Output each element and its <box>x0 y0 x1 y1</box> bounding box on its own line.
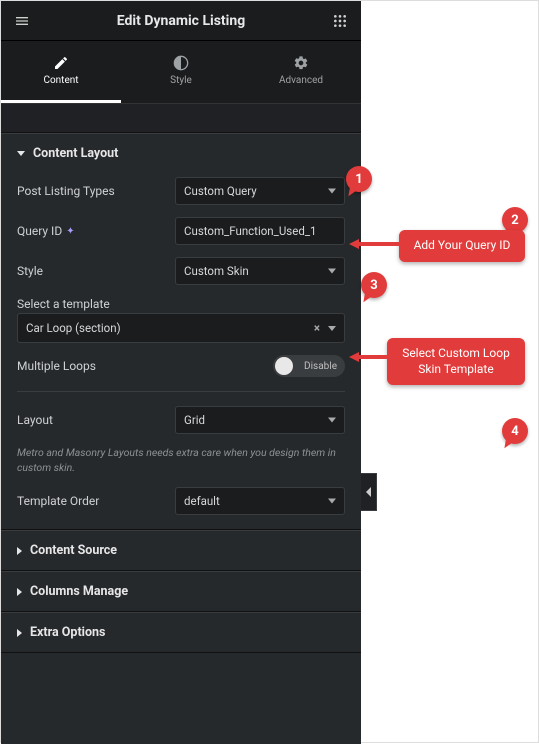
spacer <box>1 103 361 133</box>
toggle-multiple-loops[interactable]: Disable <box>273 355 345 377</box>
row-template-order: Template Order default <box>17 487 345 515</box>
row-multiple-loops: Multiple Loops Disable <box>17 355 345 377</box>
section-toggle-extra-options[interactable]: Extra Options <box>1 613 361 652</box>
section-title: Content Source <box>30 543 117 558</box>
section-toggle-content-source[interactable]: Content Source <box>1 531 361 570</box>
section-toggle-content-layout[interactable]: Content Layout <box>1 134 361 173</box>
callout-query-id: Add Your Query ID <box>399 230 525 262</box>
section-title: Columns Manage <box>30 584 128 599</box>
contrast-icon <box>173 55 189 71</box>
caret-right-icon <box>17 629 22 637</box>
chevron-down-icon <box>328 418 336 423</box>
annotation-badge-3: 3 <box>361 272 387 298</box>
tab-label: Content <box>43 75 78 86</box>
label-select-template: Select a template <box>17 297 345 313</box>
editor-panel: Edit Dynamic Listing Content Style Advan… <box>1 1 361 744</box>
input-value: Custom_Function_Used_1 <box>184 224 316 238</box>
section-extra-options: Extra Options <box>1 612 361 653</box>
section-content-layout: Content Layout Post Listing Types Custom… <box>1 133 361 530</box>
tab-advanced[interactable]: Advanced <box>241 41 361 103</box>
label-query-id: Query ID ✦ <box>17 224 167 238</box>
row-style: Style Custom Skin <box>17 257 345 285</box>
caret-right-icon <box>17 588 22 596</box>
input-query-id[interactable]: Custom_Function_Used_1 <box>175 217 345 245</box>
chevron-left-icon <box>366 487 371 497</box>
select-value: Car Loop (section) <box>26 321 121 335</box>
section-toggle-columns-manage[interactable]: Columns Manage <box>1 572 361 611</box>
tabs: Content Style Advanced <box>1 41 361 103</box>
select-value: Custom Skin <box>184 264 249 278</box>
callout-template: Select Custom Loop Skin Template <box>387 338 525 385</box>
panel-collapse-handle[interactable] <box>361 473 377 511</box>
tab-content[interactable]: Content <box>1 41 121 103</box>
row-layout: Layout Grid <box>17 406 345 434</box>
chevron-down-icon <box>328 326 336 331</box>
gear-icon <box>293 55 309 71</box>
chevron-down-icon <box>328 499 336 504</box>
label-template-order: Template Order <box>17 494 167 508</box>
select-value: Custom Query <box>184 184 257 198</box>
annotation-badge-1: 1 <box>346 166 372 192</box>
clear-icon[interactable]: × <box>314 321 320 335</box>
select-template-order[interactable]: default <box>175 487 345 515</box>
label-style: Style <box>17 264 167 278</box>
toggle-state: Disable <box>304 361 337 372</box>
select-template[interactable]: Car Loop (section) × <box>17 313 345 343</box>
label-layout: Layout <box>17 413 167 427</box>
select-value: default <box>184 494 220 508</box>
section-title: Extra Options <box>30 625 105 640</box>
chevron-down-icon <box>328 269 336 274</box>
section-content-source: Content Source <box>1 530 361 571</box>
row-post-listing-types: Post Listing Types Custom Query <box>17 177 345 205</box>
row-select-template: Select a template Car Loop (section) × <box>17 297 345 343</box>
tab-label: Advanced <box>279 75 323 86</box>
caret-down-icon <box>17 151 25 156</box>
panel-scroll: Content Layout Post Listing Types Custom… <box>1 103 361 744</box>
label-text: Query ID <box>17 224 62 238</box>
select-layout[interactable]: Grid <box>175 406 345 434</box>
chevron-down-icon <box>328 189 336 194</box>
divider <box>17 391 345 392</box>
section-columns-manage: Columns Manage <box>1 571 361 612</box>
tab-style[interactable]: Style <box>121 41 241 103</box>
topbar: Edit Dynamic Listing <box>1 1 361 41</box>
select-value: Grid <box>184 413 205 427</box>
label-multiple-loops: Multiple Loops <box>17 359 96 373</box>
toggle-knob <box>275 357 293 375</box>
caret-right-icon <box>17 547 22 555</box>
menu-icon[interactable] <box>11 10 33 32</box>
section-body: Post Listing Types Custom Query Query ID… <box>1 173 361 529</box>
panel-title: Edit Dynamic Listing <box>117 13 245 29</box>
hint-text: Metro and Masonry Layouts needs extra ca… <box>17 446 345 475</box>
label-post-listing-types: Post Listing Types <box>17 184 167 198</box>
sparkle-icon: ✦ <box>66 226 74 237</box>
pencil-icon <box>53 55 69 71</box>
select-post-listing-types[interactable]: Custom Query <box>175 177 345 205</box>
select-style[interactable]: Custom Skin <box>175 257 345 285</box>
annotation-badge-4: 4 <box>502 418 528 444</box>
tab-label: Style <box>170 75 192 86</box>
apps-icon[interactable] <box>329 10 351 32</box>
row-query-id: Query ID ✦ Custom_Function_Used_1 <box>17 217 345 245</box>
section-title: Content Layout <box>33 146 118 161</box>
